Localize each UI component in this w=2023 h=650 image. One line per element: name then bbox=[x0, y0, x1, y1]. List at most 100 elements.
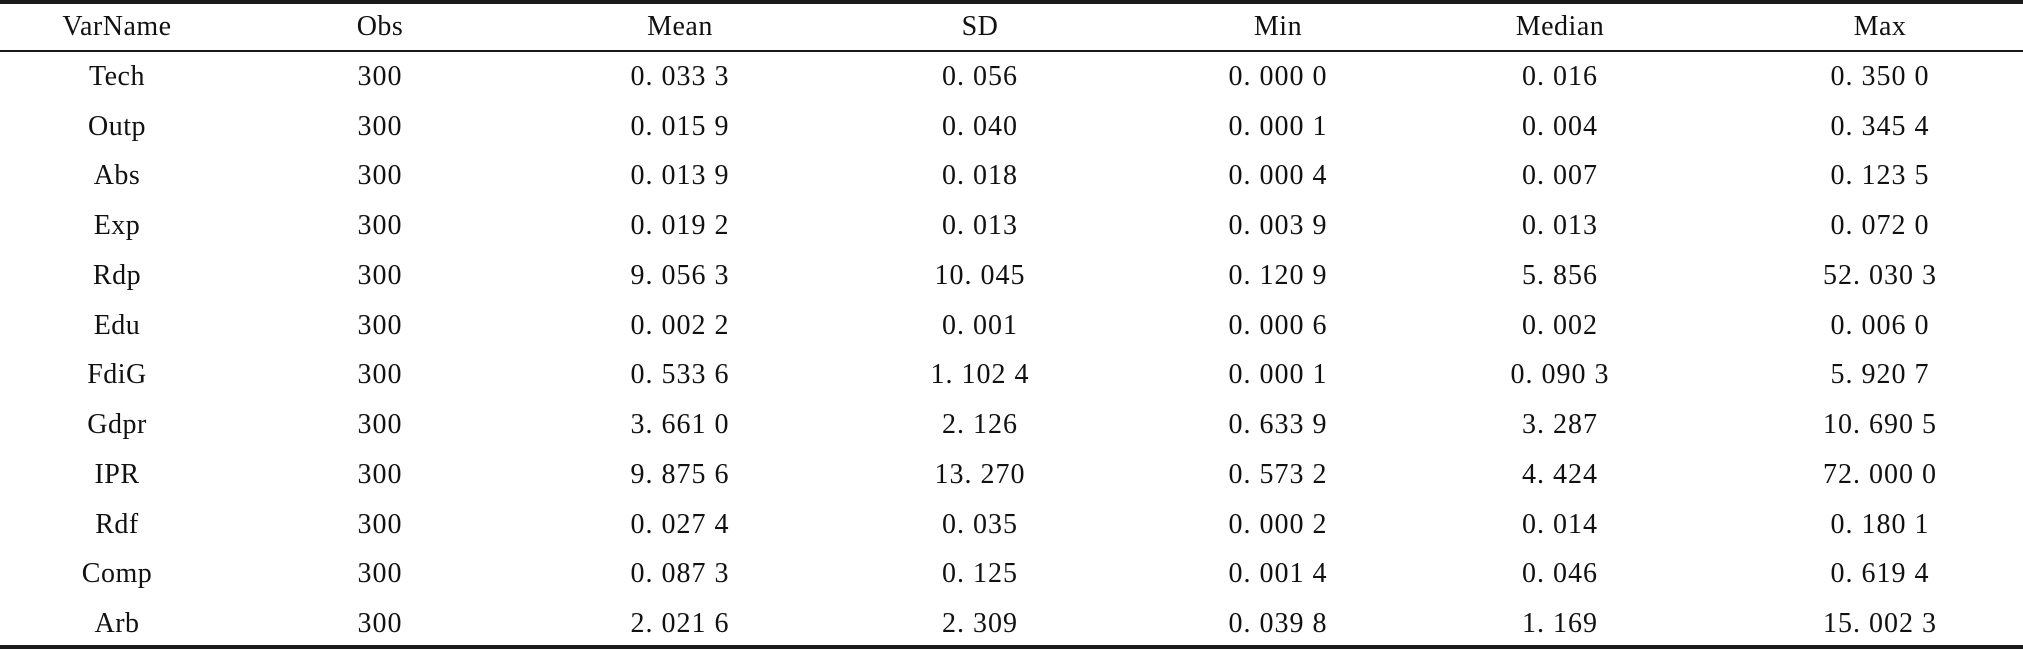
table-row: Rdp 300 9. 056 3 10. 045 0. 120 9 5. 856… bbox=[0, 251, 2023, 301]
cell-median: 0. 014 bbox=[1522, 508, 1598, 540]
cell-sd: 10. 045 bbox=[934, 259, 1026, 291]
cell-mean: 9. 056 3 bbox=[630, 259, 730, 291]
header-varname: VarName bbox=[62, 11, 172, 42]
cell-min: 0. 001 4 bbox=[1228, 558, 1328, 590]
cell-median: 0. 002 bbox=[1522, 309, 1598, 341]
header-sd: SD bbox=[961, 11, 999, 42]
cell-sd: 0. 001 bbox=[942, 309, 1018, 341]
cell-max: 10. 690 5 bbox=[1823, 409, 1937, 441]
cell-max: 0. 072 0 bbox=[1830, 210, 1930, 242]
cell-min: 0. 120 9 bbox=[1228, 259, 1328, 291]
cell-max: 15. 002 3 bbox=[1823, 608, 1937, 640]
table-body: Tech 300 0. 033 3 0. 056 0. 000 0 0. 016… bbox=[0, 52, 2023, 649]
table-bottom-rule bbox=[0, 645, 2023, 649]
cell-mean: 0. 019 2 bbox=[630, 210, 730, 242]
header-min: Min bbox=[1253, 11, 1303, 42]
cell-median: 0. 013 bbox=[1522, 210, 1598, 242]
cell-varname: Arb bbox=[94, 608, 140, 640]
cell-sd: 0. 035 bbox=[942, 508, 1018, 540]
cell-mean: 3. 661 0 bbox=[630, 409, 730, 441]
cell-min: 0. 633 9 bbox=[1228, 409, 1328, 441]
cell-min: 0. 000 0 bbox=[1228, 60, 1328, 92]
header-max: Max bbox=[1853, 11, 1907, 42]
cell-varname: IPR bbox=[94, 458, 140, 490]
cell-sd: 0. 125 bbox=[942, 558, 1018, 590]
table-row: Gdpr 300 3. 661 0 2. 126 0. 633 9 3. 287… bbox=[0, 400, 2023, 450]
cell-median: 1. 169 bbox=[1522, 608, 1598, 640]
header-mean: Mean bbox=[647, 11, 713, 42]
cell-obs: 300 bbox=[357, 359, 403, 391]
table-row: Outp 300 0. 015 9 0. 040 0. 000 1 0. 004… bbox=[0, 102, 2023, 152]
cell-obs: 300 bbox=[357, 458, 403, 490]
cell-sd: 2. 126 bbox=[942, 409, 1018, 441]
cell-varname: Outp bbox=[88, 110, 146, 142]
cell-varname: Edu bbox=[93, 309, 141, 341]
cell-sd: 0. 018 bbox=[942, 160, 1018, 192]
cell-median: 4. 424 bbox=[1522, 458, 1598, 490]
cell-obs: 300 bbox=[357, 60, 403, 92]
cell-obs: 300 bbox=[357, 110, 403, 142]
cell-max: 0. 619 4 bbox=[1830, 558, 1930, 590]
cell-min: 0. 000 1 bbox=[1228, 359, 1328, 391]
cell-min: 0. 000 6 bbox=[1228, 309, 1328, 341]
cell-varname: Gdpr bbox=[87, 409, 147, 441]
cell-median: 0. 090 3 bbox=[1510, 359, 1610, 391]
cell-mean: 0. 033 3 bbox=[630, 60, 730, 92]
table-row: Rdf 300 0. 027 4 0. 035 0. 000 2 0. 014 … bbox=[0, 500, 2023, 550]
header-median: Median bbox=[1515, 11, 1605, 42]
table-header-row: VarName Obs Mean SD Min Median Max bbox=[0, 4, 2023, 50]
cell-varname: Exp bbox=[93, 210, 141, 242]
cell-varname: FdiG bbox=[87, 359, 147, 391]
cell-max: 72. 000 0 bbox=[1823, 458, 1937, 490]
cell-min: 0. 000 4 bbox=[1228, 160, 1328, 192]
cell-obs: 300 bbox=[357, 608, 403, 640]
cell-min: 0. 573 2 bbox=[1228, 458, 1328, 490]
table-header-rule bbox=[0, 50, 2023, 52]
cell-mean: 0. 015 9 bbox=[630, 110, 730, 142]
cell-obs: 300 bbox=[357, 210, 403, 242]
cell-median: 0. 004 bbox=[1522, 110, 1598, 142]
cell-obs: 300 bbox=[357, 309, 403, 341]
table-row: Exp 300 0. 019 2 0. 013 0. 003 9 0. 013 … bbox=[0, 201, 2023, 251]
cell-mean: 0. 087 3 bbox=[630, 558, 730, 590]
cell-min: 0. 039 8 bbox=[1228, 608, 1328, 640]
cell-mean: 0. 533 6 bbox=[630, 359, 730, 391]
cell-median: 5. 856 bbox=[1522, 259, 1598, 291]
cell-obs: 300 bbox=[357, 160, 403, 192]
table-row: IPR 300 9. 875 6 13. 270 0. 573 2 4. 424… bbox=[0, 450, 2023, 500]
cell-max: 52. 030 3 bbox=[1823, 259, 1937, 291]
cell-median: 3. 287 bbox=[1522, 409, 1598, 441]
table-row: Arb 300 2. 021 6 2. 309 0. 039 8 1. 169 … bbox=[0, 599, 2023, 649]
cell-obs: 300 bbox=[357, 558, 403, 590]
cell-mean: 0. 002 2 bbox=[630, 309, 730, 341]
cell-varname: Tech bbox=[88, 60, 145, 92]
cell-max: 0. 006 0 bbox=[1830, 309, 1930, 341]
cell-obs: 300 bbox=[357, 508, 403, 540]
cell-mean: 0. 027 4 bbox=[630, 508, 730, 540]
header-obs: Obs bbox=[356, 11, 404, 42]
cell-max: 0. 345 4 bbox=[1830, 110, 1930, 142]
cell-sd: 0. 040 bbox=[942, 110, 1018, 142]
table-row: Comp 300 0. 087 3 0. 125 0. 001 4 0. 046… bbox=[0, 550, 2023, 600]
cell-max: 0. 350 0 bbox=[1830, 60, 1930, 92]
cell-sd: 1. 102 4 bbox=[930, 359, 1030, 391]
cell-max: 0. 180 1 bbox=[1830, 508, 1930, 540]
cell-varname: Abs bbox=[93, 160, 141, 192]
cell-median: 0. 016 bbox=[1522, 60, 1598, 92]
cell-mean: 2. 021 6 bbox=[630, 608, 730, 640]
cell-sd: 13. 270 bbox=[934, 458, 1026, 490]
cell-varname: Comp bbox=[81, 558, 153, 590]
table-row: Abs 300 0. 013 9 0. 018 0. 000 4 0. 007 … bbox=[0, 152, 2023, 202]
cell-max: 0. 123 5 bbox=[1830, 160, 1930, 192]
cell-mean: 9. 875 6 bbox=[630, 458, 730, 490]
table-row: FdiG 300 0. 533 6 1. 102 4 0. 000 1 0. 0… bbox=[0, 351, 2023, 401]
cell-sd: 0. 013 bbox=[942, 210, 1018, 242]
cell-min: 0. 003 9 bbox=[1228, 210, 1328, 242]
cell-varname: Rdp bbox=[92, 259, 142, 291]
cell-obs: 300 bbox=[357, 259, 403, 291]
table-top-rule bbox=[0, 0, 2023, 4]
cell-max: 5. 920 7 bbox=[1830, 359, 1930, 391]
cell-sd: 0. 056 bbox=[942, 60, 1018, 92]
cell-min: 0. 000 1 bbox=[1228, 110, 1328, 142]
